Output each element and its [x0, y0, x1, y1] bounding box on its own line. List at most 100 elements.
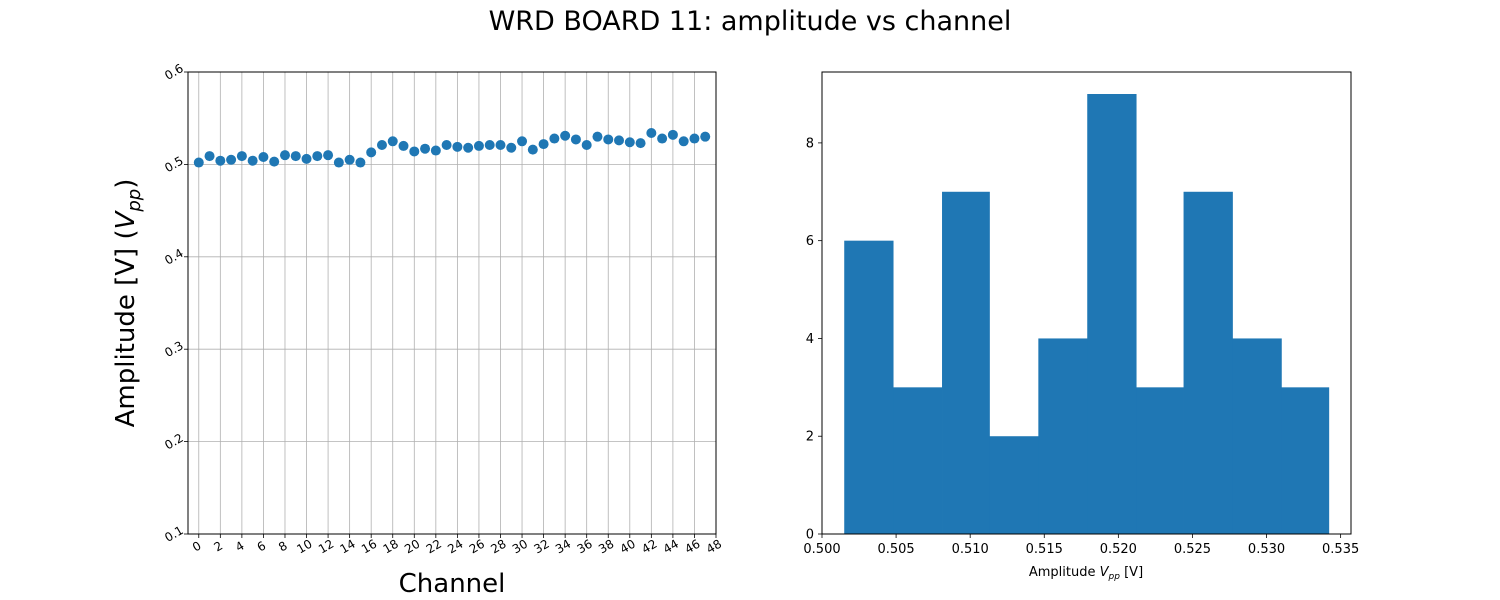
scatter-x-tick-label: 10 — [294, 537, 314, 557]
histogram-bar — [942, 191, 990, 534]
scatter-point — [247, 155, 258, 166]
scatter-point — [624, 137, 635, 148]
scatter-x-tick-label: 16 — [359, 537, 379, 557]
histogram-bar — [989, 436, 1039, 534]
scatter-point — [484, 139, 495, 150]
scatter-x-axis-label: Channel — [399, 569, 506, 599]
scatter-point — [269, 156, 280, 167]
scatter-point — [517, 136, 528, 147]
scatter-point — [592, 131, 603, 142]
scatter-x-tick-label: 12 — [316, 537, 336, 557]
scatter-x-tick-label: 28 — [488, 537, 508, 557]
scatter-x-tick-label: 14 — [338, 537, 358, 557]
scatter-point — [301, 153, 312, 164]
histogram-bars — [844, 94, 1330, 534]
scatter-x-tick-label: 48 — [704, 537, 724, 557]
scatter-point — [430, 145, 441, 156]
scatter-point — [635, 138, 646, 149]
scatter-y-tick-label: 0.1 — [162, 523, 186, 545]
scatter-point — [452, 141, 463, 152]
scatter-plot-frame — [187, 71, 717, 535]
histogram-bar — [1232, 338, 1282, 534]
histogram-x-ticks: 0.500 0.505 0.510 0.515 0.520 0.525 0.530 0.535 — [803, 534, 1359, 557]
scatter-point — [646, 127, 657, 138]
scatter-x-tick-label: 30 — [510, 537, 530, 557]
scatter-point — [560, 130, 571, 141]
histogram-bar — [1136, 387, 1184, 534]
scatter-point — [570, 134, 581, 145]
histogram-x-tick-label: 0.500 — [803, 542, 840, 557]
histogram-x-tick-label: 0.505 — [877, 542, 914, 557]
scatter-x-tick-label: 24 — [445, 537, 465, 557]
scatter-x-tick-label: 44 — [661, 537, 681, 557]
scatter-x-ticks: 0 2 4 6 8 10 12 14 16 18 20 22 24 26 28 30 32 34 36 38 40 42 4… — [190, 534, 724, 556]
scatter-point — [398, 140, 409, 151]
scatter-point — [614, 135, 625, 146]
scatter-x-tick-label: 26 — [467, 537, 487, 557]
scatter-point — [387, 136, 398, 147]
scatter-point — [603, 134, 614, 145]
histogram-x-tick-label: 0.510 — [952, 542, 989, 557]
histogram-bar — [893, 387, 943, 534]
scatter-point — [333, 157, 344, 168]
histogram-y-tick-label: 4 — [806, 332, 814, 347]
scatter-x-tick-label: 46 — [682, 537, 702, 557]
histogram-x-tick-label: 0.515 — [1026, 542, 1063, 557]
scatter-y-tick-label: 0.4 — [162, 246, 186, 268]
scatter-point — [258, 152, 269, 163]
scatter-point — [657, 133, 668, 144]
histogram-x-axis-label: Amplitude Vpp [V] — [1029, 565, 1143, 582]
scatter-x-tick-label: 40 — [618, 537, 638, 557]
histogram-bar — [1281, 387, 1330, 534]
scatter-x-tick-label: 32 — [531, 537, 551, 557]
scatter-point — [689, 133, 700, 144]
scatter-point — [667, 129, 678, 140]
scatter-point — [226, 154, 237, 165]
scatter-point — [323, 150, 334, 161]
histogram-y-tick-label: 6 — [806, 234, 814, 249]
scatter-x-tick-label: 42 — [639, 537, 659, 557]
scatter-y-tick-label: 0.3 — [162, 338, 186, 360]
scatter-x-tick-label: 0 — [190, 539, 204, 555]
scatter-point — [506, 142, 517, 153]
scatter-y-tick-label: 0.5 — [162, 154, 186, 176]
scatter-y-tick-label: 0.2 — [162, 431, 186, 453]
scatter-point — [678, 136, 689, 147]
histogram-bar — [1038, 338, 1088, 534]
scatter-point — [215, 155, 226, 166]
histogram-y-ticks: 0 2 4 6 8 — [806, 136, 822, 543]
histogram-x-tick-label: 0.535 — [1322, 542, 1359, 557]
scatter-point — [193, 157, 204, 168]
scatter-point — [420, 143, 431, 154]
scatter-x-tick-label: 22 — [424, 537, 444, 557]
histogram-bar — [844, 240, 894, 534]
figure-title: WRD BOARD 11: amplitude vs channel — [488, 6, 1012, 37]
scatter-point — [366, 147, 377, 158]
histogram-y-tick-label: 2 — [806, 430, 814, 445]
scatter-point — [700, 131, 711, 142]
scatter-point — [538, 139, 549, 150]
scatter-point — [473, 140, 484, 151]
scatter-points — [193, 127, 711, 168]
histogram-y-tick-label: 0 — [806, 528, 814, 543]
scatter-y-ticks: 0.1 0.2 0.3 0.4 0.5 0.6 — [162, 61, 188, 545]
scatter-x-tick-label: 38 — [596, 537, 616, 557]
scatter-point — [236, 151, 247, 162]
scatter-x-tick-label: 2 — [212, 539, 226, 555]
histogram-bar — [1087, 94, 1137, 534]
scatter-y-tick-label: 0.6 — [162, 61, 186, 83]
scatter-point — [344, 154, 355, 165]
histogram-plot-frame — [821, 71, 1352, 535]
scatter-point — [463, 142, 474, 153]
scatter-x-tick-label: 36 — [575, 537, 595, 557]
scatter-point — [495, 139, 506, 150]
scatter-point — [355, 157, 366, 168]
scatter-x-tick-label: 8 — [276, 539, 290, 555]
scatter-point — [581, 139, 592, 150]
scatter-point — [279, 150, 290, 161]
histogram-x-tick-label: 0.530 — [1248, 542, 1285, 557]
histogram-x-tick-label: 0.525 — [1174, 542, 1211, 557]
histogram-panel: 0.500 0.505 0.510 0.515 0.520 0.525 0.530 0.535… — [803, 71, 1359, 582]
scatter-point — [312, 151, 323, 162]
